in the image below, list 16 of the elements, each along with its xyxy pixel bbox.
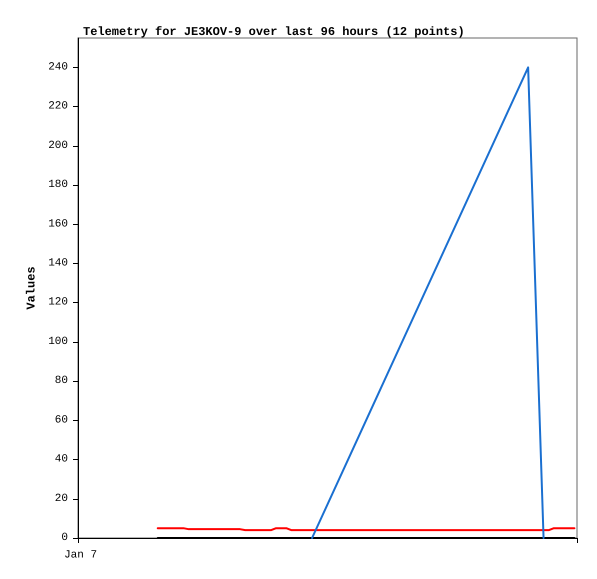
y-axis-title: Values (24, 266, 38, 310)
y-tick-label: 220 (48, 100, 68, 113)
y-tick-label: 180 (48, 179, 68, 192)
y-tick-label: 40 (54, 454, 68, 466)
y-tick-label: 100 (48, 336, 68, 348)
chart-title: Telemetry for JE3KOV-9 over last 96 hours (12 points) (83, 25, 465, 39)
y-tick-label: 120 (48, 296, 68, 309)
y-tick-label: 80 (54, 375, 68, 388)
y-tick-label: 60 (54, 414, 68, 426)
y-tick-label: 240 (48, 61, 68, 74)
y-tick-label: 20 (54, 492, 68, 505)
y-tick-label: 200 (48, 140, 68, 152)
y-tick-label: 0 (61, 532, 68, 544)
y-tick-label: 140 (48, 257, 68, 270)
x-tick-label: Jan 7 (64, 550, 98, 562)
y-tick-label: 160 (48, 218, 68, 230)
